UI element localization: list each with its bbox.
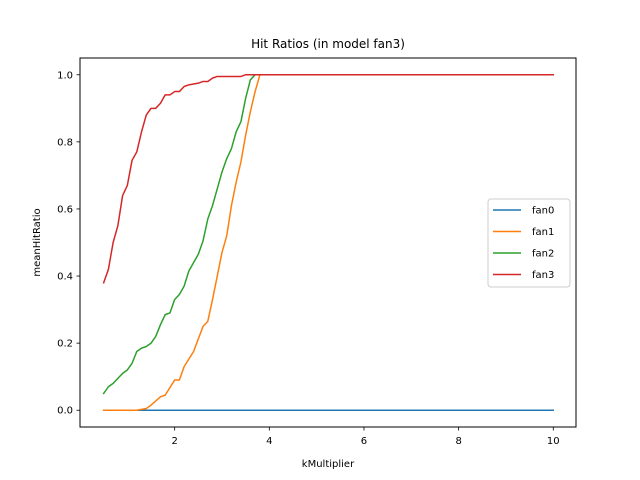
x-tick-label: 6 <box>361 436 367 447</box>
y-tick-label: 1.0 <box>57 70 73 81</box>
x-tick-label: 2 <box>171 436 177 447</box>
legend-label-fan1: fan1 <box>532 227 554 238</box>
x-tick-label: 4 <box>266 436 272 447</box>
plot-area <box>102 74 555 411</box>
legend: fan0 fan1 fan2 fan3 <box>487 198 571 288</box>
series-line-fan2 <box>102 74 555 395</box>
y-tick-label: 0.0 <box>57 406 73 417</box>
y-axis-label: meanHitRatio <box>32 208 43 276</box>
axes-frame <box>79 57 577 428</box>
y-tick-label: 0.2 <box>57 339 73 350</box>
x-axis: 2 4 6 8 10 <box>171 427 560 447</box>
y-tick-label: 0.4 <box>57 272 73 283</box>
chart-title: Hit Ratios (in model fan3) <box>251 37 405 51</box>
x-axis-label: kMultiplier <box>302 459 355 470</box>
series-line-fan1 <box>102 74 555 411</box>
x-tick-label: 10 <box>547 436 560 447</box>
y-tick-label: 0.6 <box>57 204 73 215</box>
series-line-fan3 <box>102 74 555 284</box>
legend-label-fan0: fan0 <box>532 206 554 217</box>
x-tick-label: 8 <box>455 436 461 447</box>
legend-label-fan2: fan2 <box>532 249 554 260</box>
legend-label-fan3: fan3 <box>532 270 554 281</box>
y-tick-label: 0.8 <box>57 137 73 148</box>
y-axis: 0.0 0.2 0.4 0.6 0.8 1.0 <box>57 70 80 417</box>
legend-frame <box>487 198 571 288</box>
